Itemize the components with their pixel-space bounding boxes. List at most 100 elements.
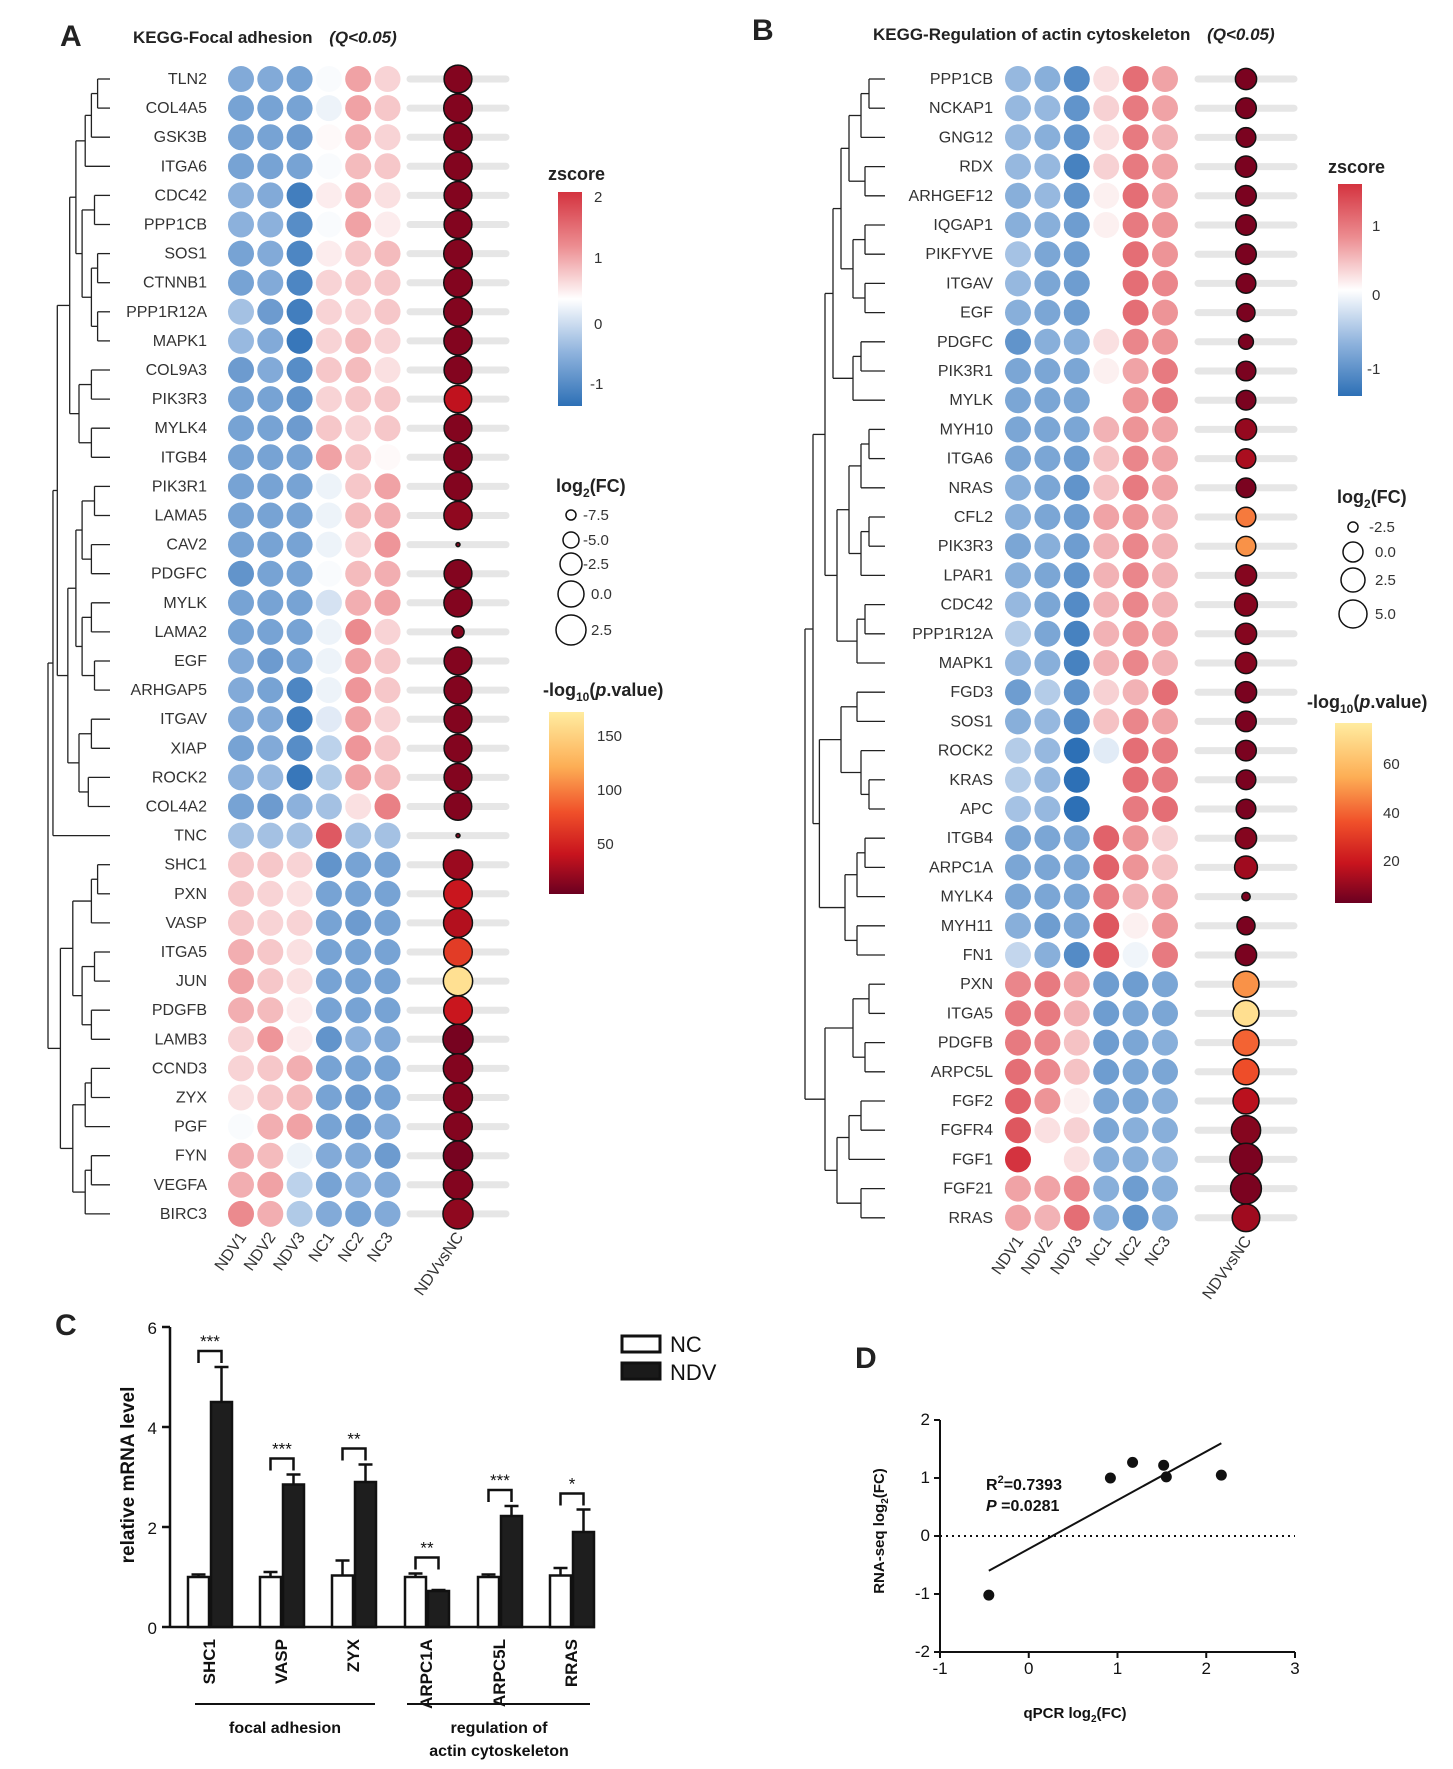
gene-label: SHC1 xyxy=(164,857,207,874)
heatmap-row-ctnnb1: CTNNB1 xyxy=(143,267,510,298)
zscore-cell xyxy=(1152,562,1178,589)
scatter-point xyxy=(1160,1471,1172,1483)
zscore-cell xyxy=(1034,1175,1061,1202)
fc-size-key xyxy=(562,531,580,549)
zscore-cell xyxy=(286,95,313,122)
zscore-cell xyxy=(374,473,401,500)
zscore-cell xyxy=(374,880,401,907)
zscore-cell xyxy=(345,357,372,383)
gene-label: KRAS xyxy=(949,772,993,789)
zscore-cell xyxy=(1034,153,1061,180)
significance-dot xyxy=(443,646,473,676)
pvalue-tick: 150 xyxy=(597,728,622,745)
zscore-cell xyxy=(345,66,372,92)
zscore-cell xyxy=(315,589,342,616)
significance-dot xyxy=(1237,333,1255,350)
heatmap-row-myh11: MYH11 xyxy=(941,912,1298,939)
y-tick-label: 1 xyxy=(921,1468,930,1487)
zscore-cell xyxy=(374,66,401,92)
zscore-cell xyxy=(374,182,401,209)
zscore-cell xyxy=(286,298,313,325)
gene-label: CFL2 xyxy=(954,509,993,526)
gene-label: RDX xyxy=(959,159,993,176)
zscore-cell xyxy=(286,706,313,733)
heatmap-row-fn1: FN1 xyxy=(963,942,1298,968)
zscore-cell xyxy=(1063,1000,1090,1027)
zscore-cell xyxy=(1063,474,1090,501)
panel-b-fc-legend: log2(FC) -2.5 0.0 2.5 5.0 xyxy=(1337,487,1407,629)
zscore-cell xyxy=(1152,1000,1178,1027)
fc-size-key xyxy=(557,580,585,608)
y-axis-label: relative mRNA level xyxy=(118,1387,139,1564)
fc-size-key xyxy=(1347,521,1359,533)
zscore-cell xyxy=(1005,299,1031,326)
significance-dot xyxy=(1234,418,1258,441)
zscore-cell xyxy=(257,851,284,878)
zscore-cell xyxy=(1152,66,1178,92)
zscore-cell xyxy=(1005,796,1031,822)
zscore-cell xyxy=(1093,971,1120,998)
bar-nc xyxy=(330,1574,355,1629)
gene-label: FGF2 xyxy=(952,1093,993,1110)
significance-dot xyxy=(1234,651,1258,675)
heatmap-row-vegfa: VEGFA xyxy=(154,1169,510,1201)
significance-dot xyxy=(443,413,473,443)
zscore-cell xyxy=(228,1142,254,1169)
significance-dot xyxy=(1235,506,1257,528)
heatmap-row-arhgap5: ARHGAP5 xyxy=(131,675,510,705)
zscore-cell xyxy=(228,444,254,471)
panel-b-label: B xyxy=(752,14,774,47)
zscore-cell xyxy=(345,1026,372,1053)
significance-dot xyxy=(443,384,473,414)
heatmap-row-arpc5l: ARPC5L xyxy=(931,1058,1298,1086)
p-value-annotation: P =0.0281 xyxy=(986,1498,1060,1515)
zscore-cell xyxy=(374,589,401,616)
zscore-cell xyxy=(1063,1146,1090,1173)
gene-label: PIK3R1 xyxy=(152,478,207,495)
heatmap-row-shc1: SHC1 xyxy=(164,849,510,881)
zscore-cell xyxy=(315,1055,342,1082)
gene-label: XIAP xyxy=(171,740,207,757)
group-label-focal-adhesion: focal adhesion xyxy=(229,1720,341,1737)
zscore-cell xyxy=(1122,620,1149,647)
significance-dot xyxy=(1234,943,1258,967)
column-label-nc2: NC2 xyxy=(1113,1233,1145,1269)
heatmap-row-col9a3: COL9A3 xyxy=(146,355,510,385)
zscore-cell xyxy=(315,269,342,296)
zscore-cell xyxy=(228,677,254,704)
zscore-tick: 1 xyxy=(594,250,602,267)
zscore-cell xyxy=(1152,504,1178,530)
heatmap-row-kras: KRAS xyxy=(949,766,1298,793)
zscore-cell xyxy=(286,240,313,267)
zscore-cell xyxy=(1034,328,1061,355)
zscore-cell xyxy=(345,1142,372,1169)
zscore-cell xyxy=(374,735,401,762)
zscore-cell xyxy=(345,386,372,413)
zscore-cell xyxy=(315,618,342,645)
zscore-cell xyxy=(286,764,313,791)
zscore-cell xyxy=(257,589,284,616)
zscore-cell xyxy=(286,531,313,558)
zscore-cell xyxy=(228,997,254,1024)
category-label: SHC1 xyxy=(200,1639,219,1684)
heatmap-row-arpc1a: ARPC1A xyxy=(929,854,1298,881)
significance-dot xyxy=(1234,622,1258,646)
heatmap-row-fgf1: FGF1 xyxy=(952,1142,1298,1177)
zscore-cell xyxy=(1034,445,1061,472)
zscore-cell xyxy=(374,269,401,296)
zscore-cell xyxy=(1093,737,1120,764)
zscore-cell xyxy=(1005,854,1031,881)
column-label-nc2: NC2 xyxy=(335,1229,367,1265)
gene-label: CCND3 xyxy=(152,1060,207,1077)
gene-label: ITGAV xyxy=(946,275,993,292)
zscore-cell xyxy=(1005,1146,1031,1173)
zscore-cell xyxy=(286,153,313,180)
heatmap-row-itga6: ITGA6 xyxy=(161,151,510,182)
significance-label: * xyxy=(569,1475,576,1494)
zscore-cell xyxy=(1122,912,1149,939)
zscore-cell xyxy=(1005,153,1031,180)
zscore-cell xyxy=(345,95,372,122)
significance-bracket xyxy=(197,1349,223,1363)
